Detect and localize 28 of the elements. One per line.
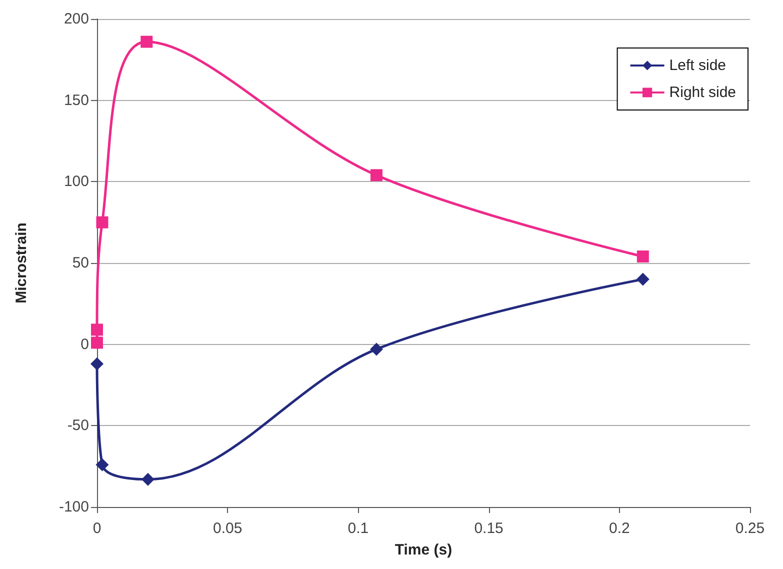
- y-tick-label: 100: [64, 173, 89, 190]
- point: [91, 336, 103, 349]
- x-axis-title: Time (s): [394, 541, 452, 558]
- y-tick-label: 50: [72, 254, 89, 272]
- y-tick-label: 0: [80, 336, 89, 353]
- point: [96, 216, 108, 228]
- y-axis-title: Microstrain: [13, 222, 30, 304]
- y-tick-label: -50: [67, 417, 89, 434]
- x-tick-label: 0.1: [348, 520, 369, 537]
- y-tick-label: 200: [64, 10, 89, 28]
- y-tick-label: 150: [64, 92, 89, 109]
- x-tick-label: 0.2: [608, 520, 630, 537]
- point: [140, 36, 153, 48]
- point: [370, 169, 382, 182]
- point: [370, 342, 383, 356]
- point: [96, 458, 109, 472]
- y-tick-label: -100: [58, 498, 89, 516]
- point: [636, 272, 650, 286]
- point: [141, 472, 154, 486]
- x-tick-label: 0.15: [474, 520, 504, 537]
- point: [91, 324, 103, 336]
- x-tick-label: 0.05: [213, 520, 242, 537]
- x-tick-label: 0: [92, 520, 102, 537]
- legend-label: Left side: [669, 57, 726, 74]
- x-tick-label: 0.25: [735, 520, 765, 537]
- point: [636, 250, 649, 262]
- legend-label: Right side: [669, 84, 736, 101]
- point: [90, 357, 104, 370]
